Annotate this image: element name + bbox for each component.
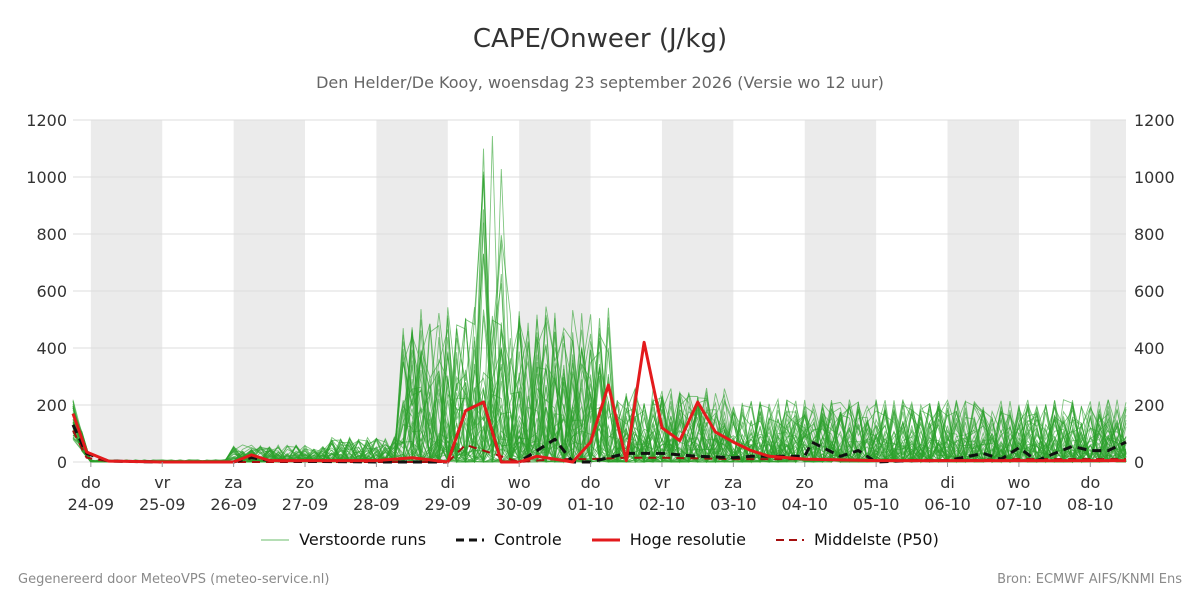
y-tick-left-1000: 1000 [26,168,67,187]
x-tick-day: zo [796,473,814,492]
ensemble-member-line [72,338,1127,464]
x-tick-date: 05-10 [853,495,900,514]
chart-subtitle: Den Helder/De Kooy, woensdag 23 septembe… [316,73,884,92]
x-tick-date: 07-10 [996,495,1043,514]
chart-title: CAPE/Onweer (J/kg) [472,24,728,54]
y-tick-right-800: 800 [1134,225,1165,244]
ensemble-member-line [72,324,1127,464]
y-tick-right-1000: 1000 [1134,168,1175,187]
legend-hires[interactable]: Hoge resolutie [591,530,746,549]
legend-ensemble-swatch [261,539,290,540]
x-tick-date: 26-09 [210,495,257,514]
x-tick-date: 02-10 [639,495,686,514]
footer-source: Bron: ECMWF AIFS/KNMI Ens [997,572,1182,587]
x-tick-date: 08-10 [1067,495,1114,514]
legend-hires-label: Hoge resolutie [629,530,746,549]
y-tick-left-1200: 1200 [26,111,67,130]
ensemble-member-line [72,178,1127,463]
x-tick-day: di [940,473,955,492]
legend-median-label: Middelste (P50) [813,530,939,549]
x-tick-date: 01-10 [567,495,614,514]
x-tick-date: 28-09 [353,495,400,514]
y-tick-right-1200: 1200 [1134,111,1175,130]
x-tick-day: di [440,473,455,492]
y-tick-right-200: 200 [1134,396,1165,415]
x-tick-day: wo [508,473,531,492]
x-tick-date: 25-09 [139,495,186,514]
x-tick-day: ma [364,473,389,492]
y-tick-left-200: 200 [36,396,67,415]
series-line-hoge-resolutie [71,340,1126,464]
x-tick-date: 06-10 [924,495,971,514]
x-tick-day: do [581,473,601,492]
footer-generated-by: Gegenereerd door MeteoVPS (meteo-service… [18,572,330,587]
legend-control-swatch [456,538,485,541]
y-tick-right-400: 400 [1134,339,1165,358]
x-tick-date: 27-09 [282,495,329,514]
x-tick-day: vr [654,473,670,492]
x-tick-day: wo [1007,473,1030,492]
y-tick-left-400: 400 [36,339,67,358]
x-tick-date: 30-09 [496,495,543,514]
y-tick-left-800: 800 [36,225,67,244]
x-tick-date: 29-09 [425,495,472,514]
y-tick-left-0: 0 [57,453,67,472]
x-tick-day: za [225,473,243,492]
legend: Verstoorde runs Controle Hoge resolutie … [0,530,1200,549]
legend-ensemble-label: Verstoorde runs [299,530,427,549]
y-tick-left-600: 600 [36,282,67,301]
ensemble-member-line [72,332,1127,463]
x-tick-date: 04-10 [781,495,828,514]
legend-control-label: Controle [494,530,562,549]
x-tick-date: 03-10 [710,495,757,514]
y-tick-right-0: 0 [1134,453,1144,472]
legend-ensemble[interactable]: Verstoorde runs [261,530,426,549]
legend-median[interactable]: Middelste (P50) [775,530,939,549]
y-tick-right-600: 600 [1134,282,1165,301]
x-tick-day: ma [863,473,888,492]
legend-hires-swatch [591,538,620,541]
x-tick-day: vr [154,473,170,492]
x-tick-day: do [81,473,101,492]
x-tick-day: zo [296,473,314,492]
x-tick-day: do [1080,473,1100,492]
x-tick-day: za [724,473,742,492]
legend-median-swatch [775,538,804,541]
x-tick-date: 24-09 [68,495,115,514]
legend-control[interactable]: Controle [456,530,562,549]
